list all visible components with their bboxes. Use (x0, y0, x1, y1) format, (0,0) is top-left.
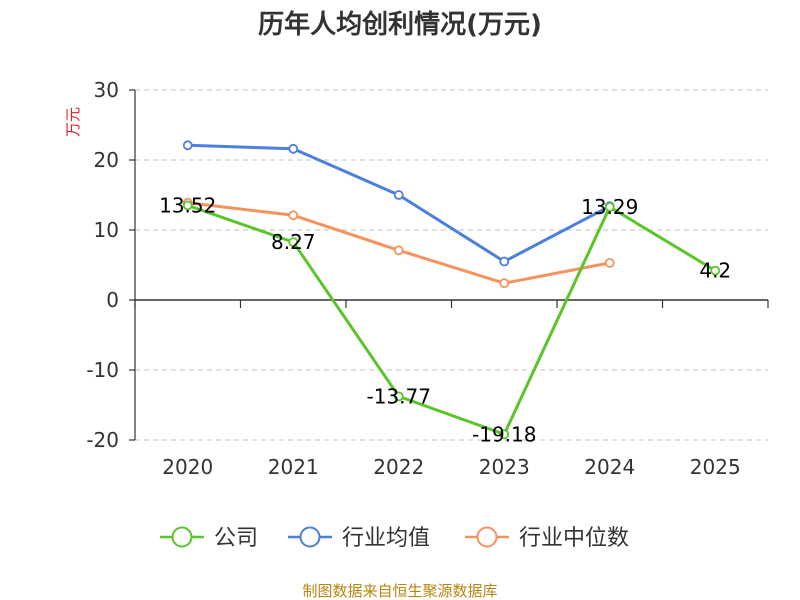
data-point-marker (393, 245, 404, 256)
legend-marker (476, 526, 498, 548)
data-point-marker (393, 190, 404, 200)
y-tick-label: -10 (86, 358, 119, 382)
data-label: 13.52 (159, 193, 216, 217)
y-tick-label: 10 (94, 218, 119, 242)
data-label: 13.29 (581, 195, 638, 219)
x-tick-label: 2021 (268, 455, 319, 479)
data-label: 8.27 (271, 230, 316, 254)
y-tick-label: -20 (86, 428, 119, 452)
series-line-2 (187, 201, 611, 285)
axes: 30 20 10 0 -10 -20 2020 2021 2022 2023 2024 2025 (86, 78, 769, 479)
data-point-marker (604, 202, 615, 212)
chart-title: 历年人均创利情况(万元) (258, 9, 542, 40)
legend-marker (171, 526, 193, 548)
data-label: -13.77 (367, 384, 431, 408)
data-label: 4.2 (699, 259, 731, 283)
series-line-0 (187, 203, 717, 436)
source-footer: 制图数据来自恒生聚源数据库 (302, 582, 497, 600)
series-line-1 (187, 143, 611, 263)
legend-label: 行业均值 (342, 526, 430, 551)
x-tick-label: 2023 (479, 455, 530, 479)
y-tick-label: 0 (106, 288, 119, 312)
data-point-marker (288, 210, 299, 221)
legend-label: 公司 (214, 526, 258, 551)
data-point-marker (288, 237, 299, 248)
y-axis-unit-label: 万元 (64, 107, 82, 137)
series-lines (182, 140, 721, 440)
data-point-marker (499, 429, 510, 440)
y-tick-label: 30 (94, 78, 119, 102)
data-point-marker (499, 256, 510, 267)
data-point-marker (499, 278, 510, 289)
data-label: -19.18 (472, 422, 536, 446)
x-tick-label: 2024 (584, 455, 635, 479)
x-tick-label: 2022 (373, 455, 424, 479)
data-point-marker (182, 140, 193, 151)
legend-label: 行业中位数 (519, 526, 629, 551)
data-point-marker (182, 200, 193, 211)
y-tick-label: 20 (94, 148, 119, 172)
grid-lines (135, 89, 768, 441)
x-tick-label: 2020 (162, 455, 213, 479)
data-point-marker (710, 265, 721, 276)
legend-marker (299, 526, 321, 548)
data-labels: 13.52 8.27 -13.77 -19.18 13.29 4.2 (159, 193, 731, 446)
data-point-marker (393, 391, 404, 402)
legend: 公司 行业均值 行业中位数 (160, 526, 629, 551)
x-tick-label: 2025 (690, 455, 741, 479)
data-point-marker (604, 257, 615, 268)
data-point-marker (288, 143, 299, 154)
